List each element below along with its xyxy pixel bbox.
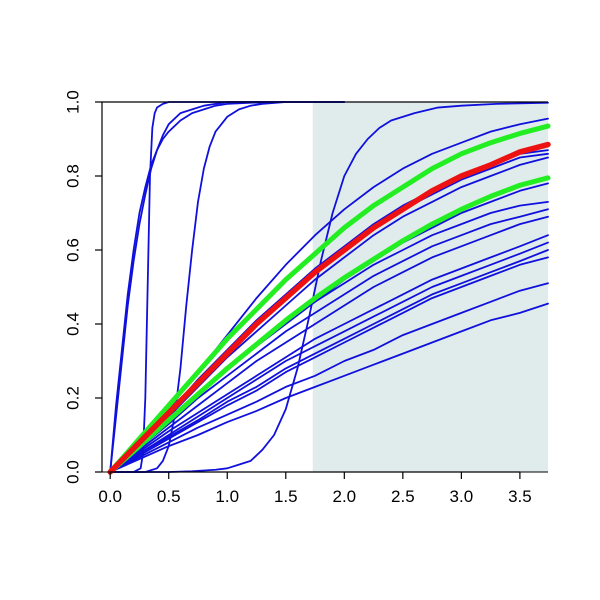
y-tick-label: 0.8 [63,164,82,188]
series-line-blue-18 [109,302,549,473]
y-tick-label: 0.4 [63,312,82,336]
series-line-blue-12 [109,215,549,473]
y-tick-label: 1.0 [63,90,82,114]
x-tick-label: 2.5 [391,487,415,506]
x-tick-label: 3.0 [450,487,474,506]
series-line-green-20 [107,123,551,475]
series-line-red-22 [107,141,551,475]
x-tick-label: 1.5 [274,487,298,506]
series-layer [107,101,551,475]
y-tick-label: 0.6 [63,238,82,262]
y-tick-label: 0.2 [63,386,82,410]
x-tick-label: 3.5 [508,487,532,506]
axis-layer: 0.0 0.5 1.0 1.5 2.0 2.5 3.0 3.5 0.0 0.2 0.4 0.6 0.8 1… [63,90,548,506]
series-line-blue-4 [109,101,346,473]
series-line-blue-13 [109,234,549,473]
x-tick-label: 0.5 [157,487,181,506]
series-line-green-21 [107,175,551,475]
x-tick-label: 0.0 [98,487,122,506]
y-tick-label: 0.0 [63,460,82,484]
series-line-blue-11 [109,208,549,473]
x-tick-label: 2.0 [332,487,356,506]
series-line-blue-16 [109,256,549,473]
series-line-blue-15 [109,249,549,473]
series-line-blue-1 [109,101,346,473]
series-line-blue-14 [109,241,549,473]
series-line-blue-17 [109,282,549,473]
series-line-blue-2 [109,101,287,473]
x-tick-label: 1.0 [215,487,239,506]
